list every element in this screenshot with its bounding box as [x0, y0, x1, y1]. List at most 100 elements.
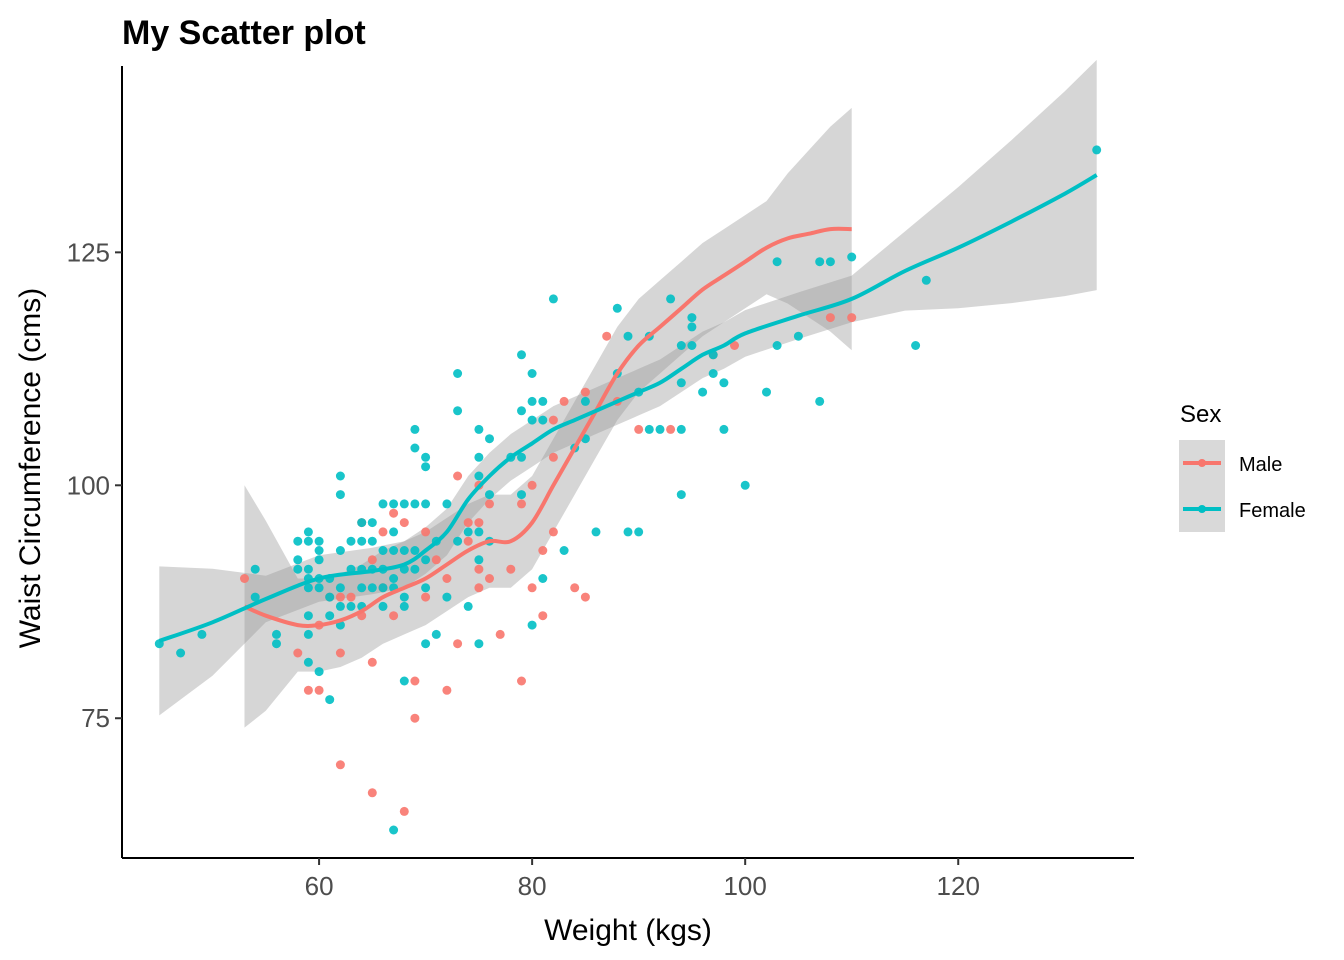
point-female	[463, 527, 473, 537]
point-male	[580, 387, 590, 397]
x-tick-label: 100	[723, 871, 766, 901]
point-male	[474, 564, 484, 574]
point-male	[399, 518, 409, 528]
point-female	[346, 601, 356, 611]
point-female	[644, 424, 654, 434]
point-female	[378, 583, 388, 593]
point-female	[815, 257, 825, 267]
point-female	[453, 406, 463, 416]
point-female	[623, 527, 633, 537]
point-female	[474, 527, 484, 537]
point-male	[485, 499, 494, 509]
point-male	[580, 592, 590, 602]
point-female	[410, 424, 420, 434]
point-male	[666, 424, 676, 434]
point-female	[517, 452, 526, 462]
point-female	[485, 490, 494, 500]
point-female	[410, 499, 420, 509]
legend-point-male	[1198, 459, 1206, 467]
y-tick-label: 100	[67, 470, 110, 500]
point-female	[250, 592, 260, 602]
point-female	[474, 555, 484, 565]
point-female	[772, 257, 782, 267]
point-female	[517, 490, 526, 500]
point-male	[527, 583, 537, 593]
point-female	[911, 341, 921, 350]
point-female	[399, 546, 409, 555]
point-male	[602, 331, 612, 341]
point-female	[559, 546, 569, 555]
x-tick-label: 60	[305, 871, 334, 901]
point-female	[399, 676, 409, 686]
point-female	[815, 396, 825, 406]
point-female	[591, 527, 601, 537]
point-male	[421, 527, 431, 537]
point-female	[410, 564, 420, 574]
point-female	[335, 601, 345, 611]
point-female	[825, 257, 835, 267]
point-female	[474, 424, 484, 434]
point-male	[399, 806, 409, 816]
point-female	[847, 252, 857, 262]
point-female	[623, 331, 633, 341]
point-male	[240, 574, 249, 583]
point-male	[293, 648, 303, 658]
point-female	[357, 518, 367, 528]
point-male	[548, 452, 558, 462]
point-female	[325, 592, 335, 602]
point-female	[793, 331, 803, 341]
point-female	[389, 574, 399, 583]
point-female	[335, 546, 345, 555]
point-female	[431, 629, 441, 639]
point-female	[293, 555, 303, 565]
point-male	[367, 788, 377, 798]
point-female	[272, 639, 281, 649]
point-female	[346, 536, 356, 546]
point-female	[921, 275, 931, 285]
point-female	[463, 601, 473, 611]
point-male	[506, 564, 516, 574]
point-female	[335, 490, 345, 500]
point-female	[325, 611, 335, 621]
point-male	[495, 629, 505, 639]
point-female	[272, 629, 281, 639]
legend-point-female	[1198, 505, 1206, 513]
point-female	[474, 471, 484, 481]
point-female	[687, 341, 697, 350]
y-axis-ticks: 75 100 125	[67, 237, 122, 733]
point-female	[474, 452, 484, 462]
point-female	[314, 536, 324, 546]
point-female	[527, 620, 537, 630]
point-male	[303, 685, 313, 695]
point-female	[527, 415, 537, 425]
point-female	[676, 378, 686, 388]
point-female	[634, 527, 644, 537]
point-male	[453, 471, 463, 481]
point-female	[740, 480, 750, 490]
point-female	[293, 536, 303, 546]
point-female	[293, 564, 303, 574]
point-female	[1092, 145, 1102, 155]
point-female	[442, 592, 452, 602]
point-female	[303, 564, 313, 574]
point-male	[825, 313, 835, 323]
point-female	[517, 406, 526, 416]
point-male	[410, 676, 420, 686]
point-female	[378, 601, 388, 611]
chart-title: My Scatter plot	[122, 14, 366, 52]
point-male	[367, 657, 377, 667]
point-male	[431, 555, 441, 565]
point-female	[517, 350, 526, 360]
point-male	[453, 639, 463, 649]
point-female	[772, 341, 782, 350]
point-female	[389, 546, 399, 555]
point-male	[517, 676, 526, 686]
point-male	[474, 518, 484, 528]
point-female	[367, 518, 377, 528]
point-female	[421, 462, 431, 472]
point-male	[527, 480, 537, 490]
point-male	[335, 592, 345, 602]
x-tick-label: 80	[518, 871, 547, 901]
point-female	[399, 592, 409, 602]
